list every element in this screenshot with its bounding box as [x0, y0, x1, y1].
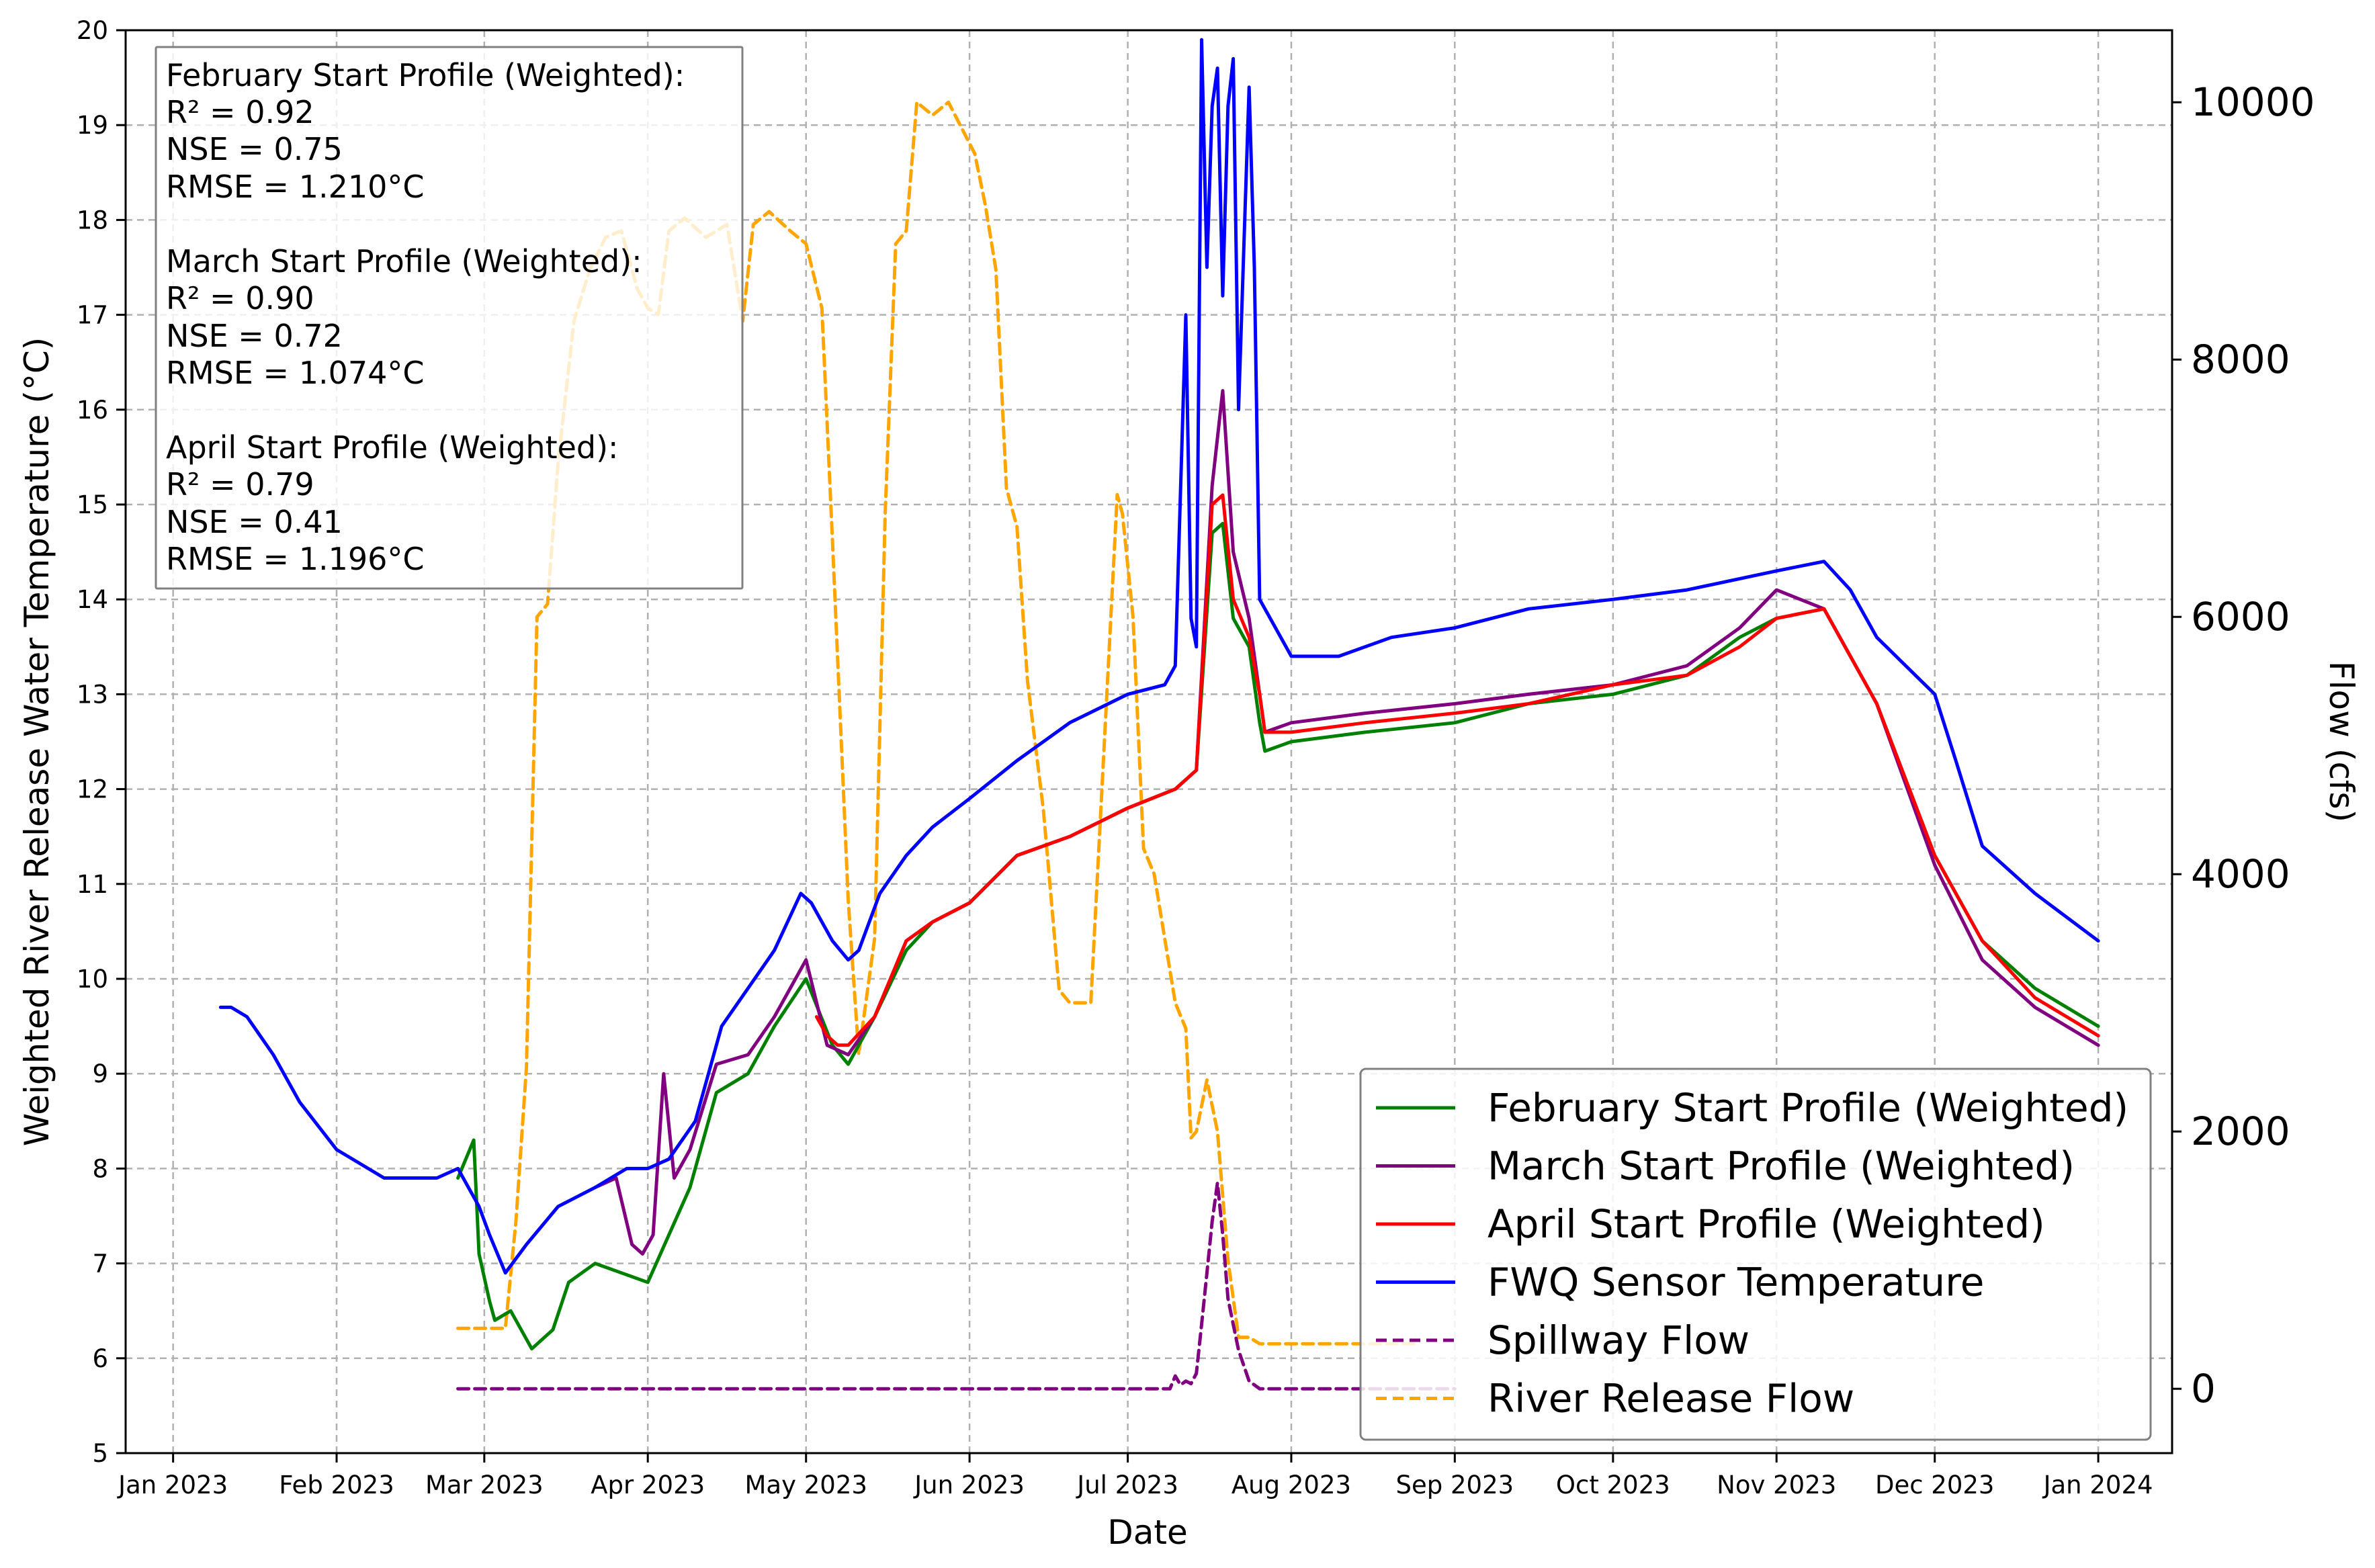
stats-line: R² = 0.92	[166, 94, 314, 130]
legend: February Start Profile (Weighted) March S…	[1359, 1068, 2152, 1441]
stats-box-frame	[155, 46, 744, 590]
y-tick-label: 12	[77, 775, 108, 804]
y-tick-label: 6	[92, 1344, 108, 1373]
april-start-profile-line	[814, 493, 2100, 1047]
stats-box: February Start Profile (Weighted): R² = …	[155, 46, 744, 590]
y-tick-label: 11	[77, 870, 108, 899]
y-tick-label: 14	[77, 585, 108, 614]
legend-entry-fwq-sensor-label: FWQ Sensor Temperature	[1487, 1260, 1984, 1305]
y-tick-label: 9	[92, 1059, 108, 1088]
y-tick-label: 8	[92, 1154, 108, 1183]
y-axis-title: Weighted River Release Water Temperature…	[17, 337, 56, 1147]
y2-tick-label: 0	[2191, 1366, 2216, 1411]
y-tick-label: 16	[77, 396, 108, 425]
fwq-sensor-temperature-line	[218, 38, 2100, 1275]
y2-tick-label: 8000	[2191, 337, 2290, 382]
y-tick-label: 18	[77, 206, 108, 234]
y-tick-label: 20	[77, 16, 108, 45]
plot-frame	[124, 29, 2173, 1454]
x-tick-label: Mar 2023	[425, 1471, 544, 1499]
y2-tick-label: 2000	[2191, 1108, 2290, 1154]
x-tick-label: Sep 2023	[1395, 1471, 1514, 1499]
y-tick-label: 5	[92, 1439, 108, 1468]
legend-entry-river-release-label: River Release Flow	[1487, 1376, 1854, 1422]
x-tick-label: Feb 2023	[279, 1471, 394, 1499]
legend-frame	[1359, 1068, 2152, 1441]
spillway-flow-line	[456, 1181, 1457, 1391]
x-tick-label: Oct 2023	[1556, 1471, 1670, 1499]
y2-tick-label: 4000	[2191, 851, 2290, 897]
x-tick-label: Jul 2023	[1076, 1471, 1178, 1499]
legend-entry-march-label: March Start Profile (Weighted)	[1487, 1143, 2075, 1189]
stats-line: RMSE = 1.210°C	[166, 169, 425, 205]
stats-line: NSE = 0.75	[166, 131, 343, 167]
x-tick-label: Jan 2024	[2042, 1471, 2153, 1499]
x-tick-label: Jun 2023	[913, 1471, 1025, 1499]
stats-line: RMSE = 1.196°C	[166, 541, 425, 577]
stats-line: February Start Profile (Weighted):	[166, 57, 685, 93]
stats-line: NSE = 0.41	[166, 504, 343, 540]
y2-tick-label: 10000	[2191, 79, 2315, 125]
y-tick-label: 17	[77, 301, 108, 330]
x-tick-label: Apr 2023	[591, 1471, 705, 1499]
legend-entry-april-label: April Start Profile (Weighted)	[1487, 1201, 2045, 1247]
x-tick-label: Dec 2023	[1875, 1471, 1995, 1499]
stats-line: R² = 0.79	[166, 466, 314, 503]
x-tick-label: Nov 2023	[1717, 1471, 1836, 1499]
y2-axis-title: Flow (cfs)	[2322, 661, 2361, 822]
x-tick-label: May 2023	[745, 1471, 867, 1499]
legend-entry-spillway-label: Spillway Flow	[1487, 1317, 1750, 1363]
y-tick-label: 13	[77, 680, 108, 709]
stats-line: R² = 0.90	[166, 280, 314, 316]
x-axis-title: Date	[1107, 1513, 1188, 1552]
axes: Jan 2023 Feb 2023 Mar 2023 Apr 2023 May 2023…	[77, 16, 2315, 1499]
y-tick-label: 10	[77, 965, 108, 994]
stats-line: April Start Profile (Weighted):	[166, 429, 619, 466]
y-tick-label: 15	[77, 490, 108, 519]
stats-line: March Start Profile (Weighted):	[166, 243, 642, 279]
x-tick-label: Aug 2023	[1232, 1471, 1351, 1499]
y-tick-label: 19	[77, 111, 108, 140]
y-tick-label: 7	[92, 1250, 108, 1278]
x-tick-label: Jan 2023	[117, 1471, 228, 1499]
stats-line: RMSE = 1.074°C	[166, 355, 425, 391]
stats-line: NSE = 0.72	[166, 318, 343, 354]
y2-tick-label: 6000	[2191, 594, 2290, 640]
legend-entry-february-label: February Start Profile (Weighted)	[1487, 1085, 2128, 1131]
